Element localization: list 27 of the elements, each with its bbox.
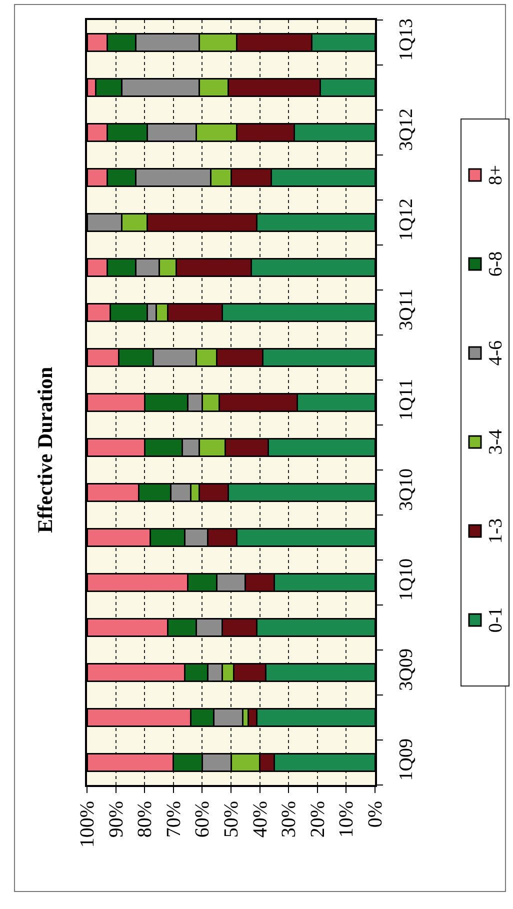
legend-label: 8+ xyxy=(485,164,506,186)
x-tick-label: 100% xyxy=(76,801,98,848)
text: Effective Duration xyxy=(33,366,57,533)
x-tick-label: 20% xyxy=(306,801,329,838)
x-tick-label: 30% xyxy=(278,801,300,838)
x-tick-label: 70% xyxy=(162,801,185,838)
x-tick-label: 40% xyxy=(249,801,272,838)
y-tick-label: 3Q10 xyxy=(396,468,417,511)
y-tick-label: 1Q10 xyxy=(396,558,417,601)
y-tick-label: 1Q13 xyxy=(396,18,417,61)
legend-label: 1-3 xyxy=(485,518,506,544)
y-tick-label: 3Q11 xyxy=(396,288,417,330)
legend-label: 6-8 xyxy=(485,251,506,277)
legend-label: 3-4 xyxy=(485,428,506,455)
y-tick-label: 3Q09 xyxy=(396,648,417,691)
x-tick-label: 10% xyxy=(336,801,358,838)
y-tick-label: 1Q11 xyxy=(396,378,417,420)
x-tick-label: 90% xyxy=(105,801,128,838)
legend-label: 4-6 xyxy=(485,340,506,366)
x-tick-label: 60% xyxy=(192,801,214,838)
x-tick-label: 0% xyxy=(364,801,386,828)
y-tick-label: 1Q12 xyxy=(396,198,417,241)
y-tick-label: 3Q12 xyxy=(396,108,417,151)
x-tick-label: 50% xyxy=(220,801,242,838)
y-tick-label: 1Q09 xyxy=(396,738,417,781)
x-tick-label: 80% xyxy=(134,801,156,838)
legend-label: 0-1 xyxy=(485,607,506,633)
